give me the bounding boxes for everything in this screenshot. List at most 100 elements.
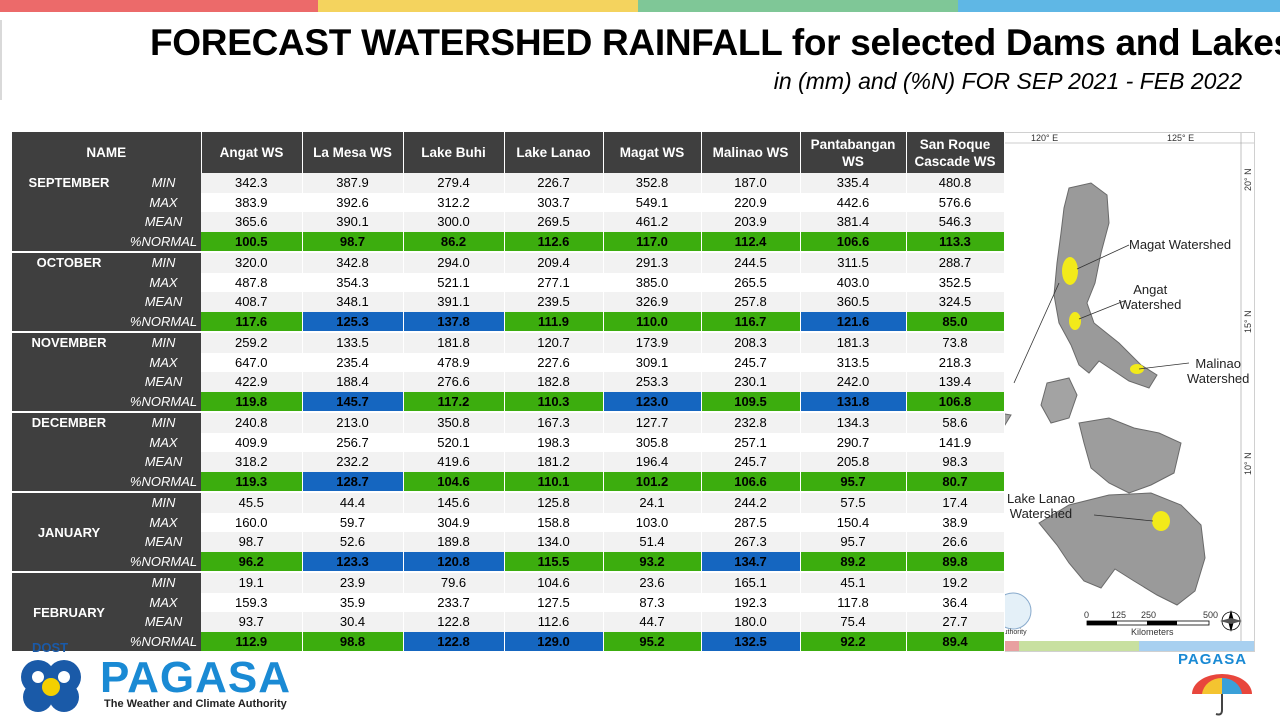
cell-angat-mean: 365.6: [201, 212, 303, 232]
cell-la-mesa-normal: 125.3: [302, 311, 404, 333]
cell-magat-max: 87.3: [603, 592, 702, 612]
cell-magat-mean: 196.4: [603, 452, 702, 472]
cell-pantabangan-normal: 106.6: [800, 231, 907, 253]
pagasa-small-wordmark: PAGASA: [1178, 651, 1248, 668]
cell-angat-normal: 100.5: [201, 231, 303, 253]
scale-tick-250: 250: [1141, 610, 1157, 620]
cell-lake-buhi-mean: 391.1: [403, 292, 505, 312]
left-rule: [0, 20, 2, 100]
cell-malinao-min: 232.8: [701, 412, 801, 433]
cell-lake-buhi-max: 521.1: [403, 272, 505, 292]
cell-san-roque-min: 73.8: [906, 332, 1005, 353]
cell-lake-buhi-max: 304.9: [403, 512, 505, 532]
stat-label-min: MIN: [126, 332, 201, 353]
cell-malinao-max: 245.7: [701, 352, 801, 372]
umbrella-icon: [1192, 674, 1252, 716]
table-row: JANUARY MIN 45.5 44.4 145.6 125.8 24.1 244.2 57.…: [12, 492, 1005, 573]
col-header-magat: Magat WS: [603, 132, 702, 173]
cell-lake-lanao-max: 227.6: [504, 352, 604, 372]
cell-malinao-min: 208.3: [701, 332, 801, 353]
cell-lake-buhi-normal: 122.8: [403, 631, 505, 653]
cell-la-mesa-normal: 145.7: [302, 391, 404, 413]
scale-tick-500: 500: [1203, 610, 1219, 620]
label-lake-lanao-watershed: Lake Lanao Watershed: [1007, 491, 1075, 521]
cell-lake-buhi-mean: 189.8: [403, 532, 505, 552]
cell-san-roque-min: 19.2: [906, 572, 1005, 593]
cell-la-mesa-mean: 52.6: [302, 532, 404, 552]
cell-angat-max: 409.9: [201, 432, 303, 452]
page-subtitle: in (mm) and (%N) FOR SEP 2021 - FEB 2022: [773, 68, 1242, 94]
pagasa-emblem-icon: [21, 660, 81, 712]
cell-lake-lanao-max: 127.5: [504, 592, 604, 612]
cell-la-mesa-mean: 390.1: [302, 212, 404, 232]
cell-la-mesa-normal: 98.8: [302, 631, 404, 653]
cell-magat-min: 352.8: [603, 173, 702, 193]
cell-angat-mean: 408.7: [201, 292, 303, 312]
table-row: MEAN 98.7 52.6 189.8 134.0 51.4 267.3 95.7 26.6: [12, 532, 1005, 552]
table-header-row: NAME Angat WS La Mesa WS Lake Buhi Lake …: [12, 132, 1005, 173]
cell-lake-lanao-min: 125.8: [504, 492, 604, 513]
lanao-watershed-highlight: [1152, 511, 1170, 531]
cell-angat-min: 320.0: [201, 252, 303, 273]
table-row-normal: %NORMAL 100.5 98.7 86.2 112.6 117.0 112.4 106.6…: [12, 231, 1005, 253]
cell-magat-min: 24.1: [603, 492, 702, 513]
table-row: MEAN 422.9 188.4 276.6 182.8 253.3 230.1 242.0 1…: [12, 372, 1005, 392]
cell-lake-buhi-mean: 276.6: [403, 372, 505, 392]
cell-malinao-mean: 203.9: [701, 212, 801, 232]
table-row: NOVEMBER MIN 259.2 133.5 181.8 120.7 173.9 208.…: [12, 332, 1005, 413]
cell-lake-lanao-min: 120.7: [504, 332, 604, 353]
cell-san-roque-mean: 27.7: [906, 612, 1005, 632]
cell-san-roque-min: 288.7: [906, 252, 1005, 273]
coord-lon-120: 120° E: [1031, 133, 1059, 143]
scale-unit: Kilometers: [1131, 627, 1174, 637]
cell-pantabangan-normal: 92.2: [800, 631, 907, 653]
col-header-lake-buhi: Lake Buhi: [403, 132, 505, 173]
label-magat-watershed: Magat Watershed: [1129, 237, 1232, 252]
stat-label-max: MAX: [126, 352, 201, 372]
cell-lake-lanao-mean: 134.0: [504, 532, 604, 552]
scale-tick-0: 0: [1084, 610, 1090, 620]
col-header-la-mesa: La Mesa WS: [302, 132, 404, 173]
cell-magat-mean: 253.3: [603, 372, 702, 392]
cell-san-roque-normal: 80.7: [906, 471, 1005, 493]
cell-angat-max: 647.0: [201, 352, 303, 372]
coord-lat-10: 10° N: [1243, 452, 1253, 475]
top-bar-red: [0, 0, 318, 12]
stat-label-normal: %NORMAL: [126, 471, 201, 493]
cell-angat-max: 159.3: [201, 592, 303, 612]
cell-magat-max: 305.8: [603, 432, 702, 452]
cell-la-mesa-normal: 128.7: [302, 471, 404, 493]
cell-lake-lanao-normal: 129.0: [504, 631, 604, 653]
cell-pantabangan-mean: 381.4: [800, 212, 907, 232]
cell-pantabangan-min: 335.4: [800, 173, 907, 193]
cell-malinao-max: 265.5: [701, 272, 801, 292]
label-angat-watershed: Angat Watershed: [1119, 282, 1182, 312]
table-row: MAX 487.8 354.3 521.1 277.1 385.0 265.5 403.0 35…: [12, 272, 1005, 292]
cell-la-mesa-normal: 123.3: [302, 551, 404, 573]
month-label-november: NOVEMBER: [12, 332, 126, 413]
cell-pantabangan-max: 313.5: [800, 352, 907, 372]
cell-magat-max: 103.0: [603, 512, 702, 532]
cell-malinao-normal: 109.5: [701, 391, 801, 413]
cell-magat-min: 127.7: [603, 412, 702, 433]
luzon-landmass: [1053, 182, 1158, 389]
stat-label-min: MIN: [126, 173, 201, 193]
north-arrow-icon: [1220, 610, 1242, 632]
cell-la-mesa-min: 387.9: [302, 173, 404, 193]
cell-angat-mean: 318.2: [201, 452, 303, 472]
cell-lake-lanao-min: 104.6: [504, 572, 604, 593]
month-label-september: SEPTEMBER: [12, 173, 126, 253]
cell-la-mesa-max: 59.7: [302, 512, 404, 532]
cell-lake-lanao-mean: 269.5: [504, 212, 604, 232]
cell-lake-lanao-normal: 110.1: [504, 471, 604, 493]
cell-lake-lanao-min: 226.7: [504, 173, 604, 193]
cell-lake-lanao-mean: 181.2: [504, 452, 604, 472]
cell-la-mesa-max: 35.9: [302, 592, 404, 612]
stat-label-min: MIN: [126, 252, 201, 273]
month-label-december: DECEMBER: [12, 412, 126, 493]
cell-lake-buhi-min: 181.8: [403, 332, 505, 353]
coord-lat-15: 15° N: [1243, 310, 1253, 333]
table-row: MEAN 365.6 390.1 300.0 269.5 461.2 203.9 381.4 5…: [12, 212, 1005, 232]
cell-pantabangan-normal: 121.6: [800, 311, 907, 333]
cell-pantabangan-min: 311.5: [800, 252, 907, 273]
